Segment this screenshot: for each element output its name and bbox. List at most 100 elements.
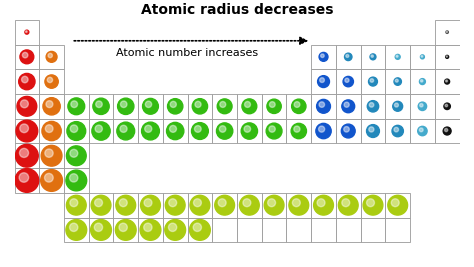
Circle shape	[91, 195, 111, 215]
Bar	[64, 143, 89, 168]
Circle shape	[42, 121, 61, 141]
Circle shape	[419, 128, 423, 132]
Circle shape	[193, 223, 201, 231]
Circle shape	[292, 199, 301, 207]
Circle shape	[117, 122, 135, 140]
Circle shape	[46, 52, 57, 62]
Circle shape	[269, 102, 275, 107]
Circle shape	[320, 54, 324, 57]
Circle shape	[45, 149, 53, 157]
Circle shape	[20, 50, 34, 64]
Circle shape	[70, 223, 78, 231]
Circle shape	[190, 219, 210, 240]
Circle shape	[396, 55, 398, 57]
Circle shape	[370, 54, 376, 60]
Circle shape	[167, 99, 183, 114]
Circle shape	[165, 219, 186, 240]
Circle shape	[269, 126, 275, 132]
Text: Atomic radius decreases: Atomic radius decreases	[141, 3, 333, 17]
Bar	[262, 218, 286, 242]
Circle shape	[70, 174, 78, 182]
Circle shape	[366, 125, 379, 138]
Circle shape	[241, 123, 257, 139]
Bar	[336, 94, 361, 119]
Bar	[188, 119, 212, 143]
Circle shape	[45, 75, 58, 88]
Circle shape	[45, 173, 53, 182]
Circle shape	[195, 101, 201, 107]
Bar	[336, 119, 361, 143]
Circle shape	[419, 78, 425, 85]
Bar	[64, 94, 89, 119]
Bar	[410, 69, 435, 94]
Circle shape	[243, 199, 251, 207]
Bar	[163, 218, 188, 242]
Circle shape	[394, 127, 399, 132]
Circle shape	[443, 127, 451, 135]
Circle shape	[445, 79, 450, 84]
Circle shape	[26, 31, 27, 32]
Circle shape	[18, 73, 35, 90]
Circle shape	[43, 98, 60, 115]
Circle shape	[140, 219, 161, 240]
Circle shape	[244, 126, 251, 132]
Circle shape	[294, 102, 300, 107]
Circle shape	[47, 77, 53, 83]
Circle shape	[395, 79, 398, 82]
Circle shape	[317, 199, 325, 207]
Circle shape	[71, 101, 78, 108]
Circle shape	[371, 55, 374, 57]
Bar	[64, 218, 89, 242]
Circle shape	[346, 54, 349, 57]
Circle shape	[165, 195, 185, 215]
Circle shape	[20, 124, 28, 133]
Circle shape	[420, 80, 423, 82]
Circle shape	[116, 195, 136, 215]
Circle shape	[421, 56, 423, 57]
Circle shape	[366, 199, 374, 207]
Circle shape	[294, 126, 300, 132]
Circle shape	[394, 78, 401, 85]
Circle shape	[217, 123, 233, 139]
Circle shape	[319, 78, 324, 83]
Circle shape	[444, 103, 450, 109]
Circle shape	[446, 80, 447, 82]
Bar	[15, 168, 39, 193]
Circle shape	[41, 145, 62, 166]
Circle shape	[25, 30, 29, 34]
Circle shape	[345, 78, 349, 82]
Circle shape	[170, 101, 176, 107]
Circle shape	[267, 99, 281, 113]
Bar	[89, 94, 113, 119]
Circle shape	[70, 125, 78, 132]
Bar	[262, 119, 286, 143]
Circle shape	[16, 120, 38, 142]
Circle shape	[445, 128, 448, 132]
Bar	[361, 45, 385, 69]
Circle shape	[41, 170, 63, 191]
Bar	[262, 193, 286, 218]
Circle shape	[341, 124, 355, 138]
Circle shape	[419, 104, 423, 107]
Bar	[39, 94, 64, 119]
Bar	[89, 193, 113, 218]
Circle shape	[70, 149, 78, 157]
Circle shape	[418, 102, 427, 111]
Circle shape	[144, 223, 152, 231]
Bar	[435, 69, 459, 94]
Circle shape	[119, 199, 127, 207]
Bar	[163, 119, 188, 143]
Circle shape	[291, 123, 307, 139]
Bar	[15, 143, 39, 168]
Bar	[385, 218, 410, 242]
Circle shape	[19, 173, 28, 182]
Bar	[64, 119, 89, 143]
Circle shape	[391, 199, 399, 207]
Bar	[188, 193, 212, 218]
Bar	[15, 20, 39, 45]
Circle shape	[19, 148, 28, 158]
Circle shape	[192, 99, 208, 114]
Bar	[212, 218, 237, 242]
Circle shape	[144, 199, 152, 207]
Bar	[138, 94, 163, 119]
